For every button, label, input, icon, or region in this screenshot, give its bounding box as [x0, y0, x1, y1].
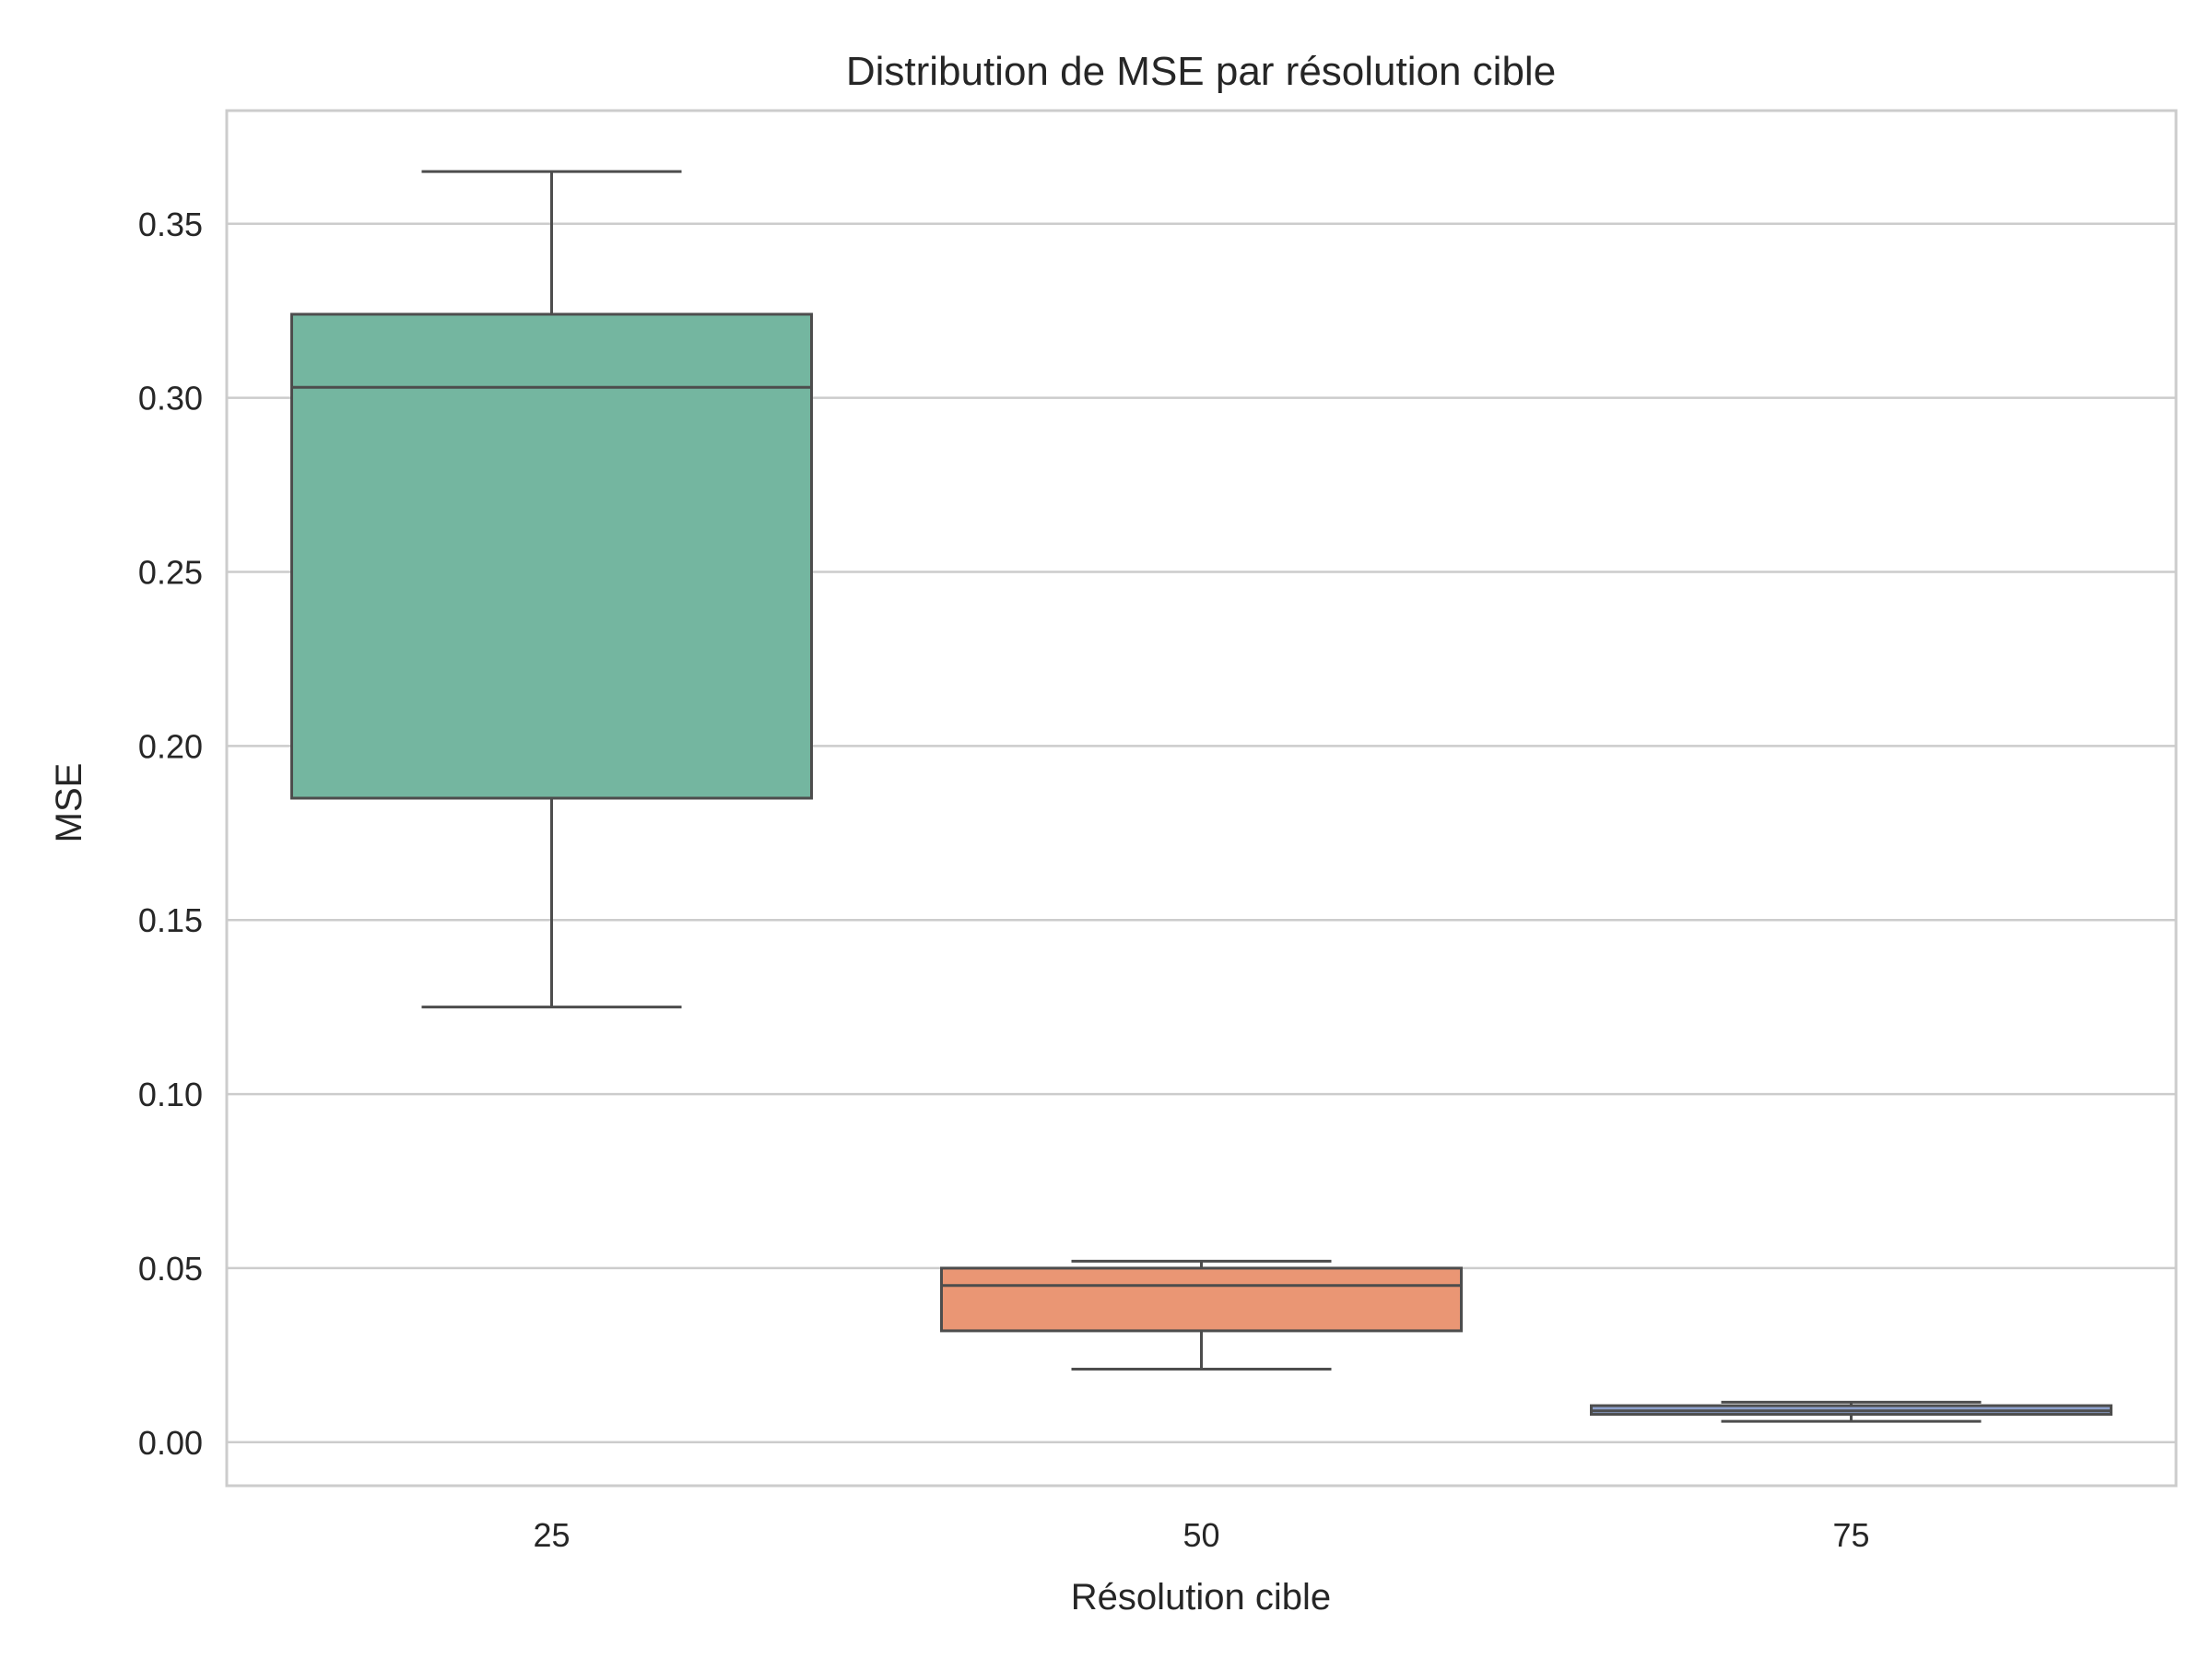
y-axis-label: MSE [49, 763, 89, 843]
box-50 [940, 1259, 1463, 1371]
chart-title: Distribution de MSE par résolution cible [846, 49, 1556, 94]
y-tick-label: 0.20 [138, 727, 203, 765]
y-tick-label: 0.05 [138, 1250, 203, 1288]
y-tick-label: 0.25 [138, 553, 203, 591]
box-75 [1590, 1400, 2112, 1423]
y-axis-ticks: 0.00 0.05 0.10 0.15 0.20 0.25 0.30 0.35 [138, 206, 203, 1462]
iqr-box [940, 1266, 1463, 1333]
x-axis-label: Résolution cible [1071, 1577, 1331, 1618]
box-25 [290, 170, 813, 1009]
y-tick-label: 0.10 [138, 1076, 203, 1113]
y-tick-label: 0.15 [138, 901, 203, 939]
x-tick-label: 25 [533, 1516, 570, 1554]
y-tick-label: 0.00 [138, 1424, 203, 1462]
x-tick-label: 75 [1832, 1516, 1869, 1554]
y-tick-label: 0.35 [138, 206, 203, 243]
x-axis-ticks: 25 50 75 [533, 1516, 1869, 1554]
x-tick-label: 50 [1182, 1516, 1219, 1554]
iqr-box [290, 312, 813, 800]
box-series [290, 170, 2112, 1423]
plot-frame [225, 109, 2178, 1488]
y-tick-label: 0.30 [138, 380, 203, 418]
